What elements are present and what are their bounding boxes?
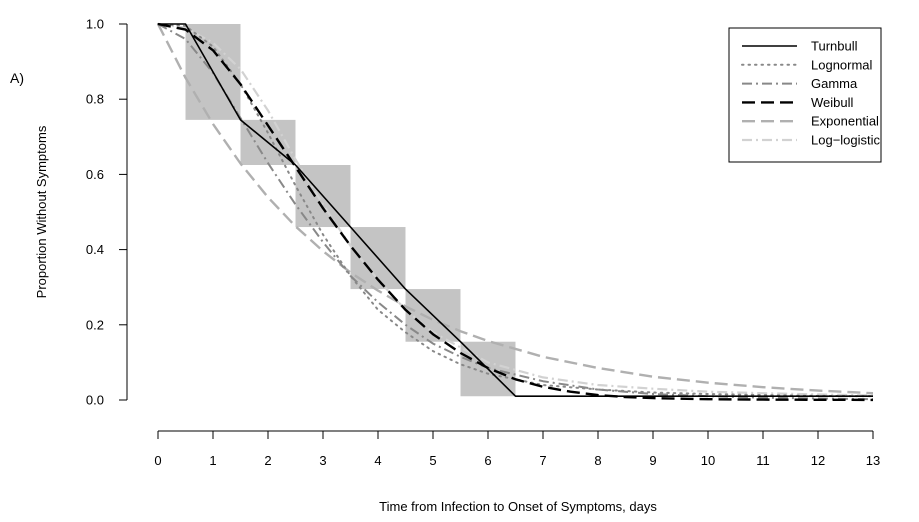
x-tick-label: 7 — [539, 453, 546, 468]
x-tick-label: 13 — [866, 453, 880, 468]
series-line-turnbull — [158, 23, 873, 398]
legend-label-weibull: Weibull — [811, 95, 854, 110]
y-tick-label: 0.2 — [86, 317, 104, 332]
x-tick-label: 11 — [756, 453, 770, 468]
x-tick-label: 8 — [594, 453, 601, 468]
curves — [156, 22, 874, 402]
x-tick-label: 0 — [154, 453, 161, 468]
y-tick-label: 0.8 — [86, 92, 104, 107]
x-axis-title: Time from Infection to Onset of Symptoms… — [379, 499, 657, 514]
x-tick-label: 5 — [429, 453, 436, 468]
y-axis-title: Proportion Without Symptoms — [34, 125, 49, 298]
x-tick-label: 12 — [811, 453, 825, 468]
legend-label-exponential: Exponential — [811, 114, 879, 129]
legend-label-log-logistic: Log−logistic — [811, 133, 881, 148]
series-line-exponential — [156, 23, 874, 395]
y-tick-label: 0.6 — [86, 167, 104, 182]
x-tick-label: 6 — [484, 453, 491, 468]
legend-box — [728, 27, 882, 163]
series-line-weibull — [157, 22, 874, 402]
y-tick-label: 0.4 — [86, 242, 104, 257]
legend: Turnbull Lognormal Gamma Weibull Exponential… — [728, 27, 882, 163]
panel-label: A) — [10, 70, 24, 86]
y-tick-label: 1.0 — [86, 17, 104, 32]
x-tick-label: 9 — [649, 453, 656, 468]
legend-label-turnbull: Turnbull — [811, 39, 858, 54]
legend-label-gamma: Gamma — [811, 76, 858, 91]
y-tick-label: 0.0 — [86, 393, 104, 408]
axes: 0.00.20.40.60.81.00 1 2 3 4 5 6 7 8 9 10 11 12 13 — [86, 17, 880, 469]
shaded-interval-boxes — [185, 24, 516, 397]
legend-label-lognormal: Lognormal — [811, 57, 873, 72]
x-tick-label: 4 — [374, 453, 381, 468]
x-tick-label: 1 — [209, 453, 216, 468]
x-tick-label: 2 — [264, 453, 271, 468]
x-tick-label: 3 — [319, 453, 326, 468]
x-tick-label: 10 — [701, 453, 715, 468]
